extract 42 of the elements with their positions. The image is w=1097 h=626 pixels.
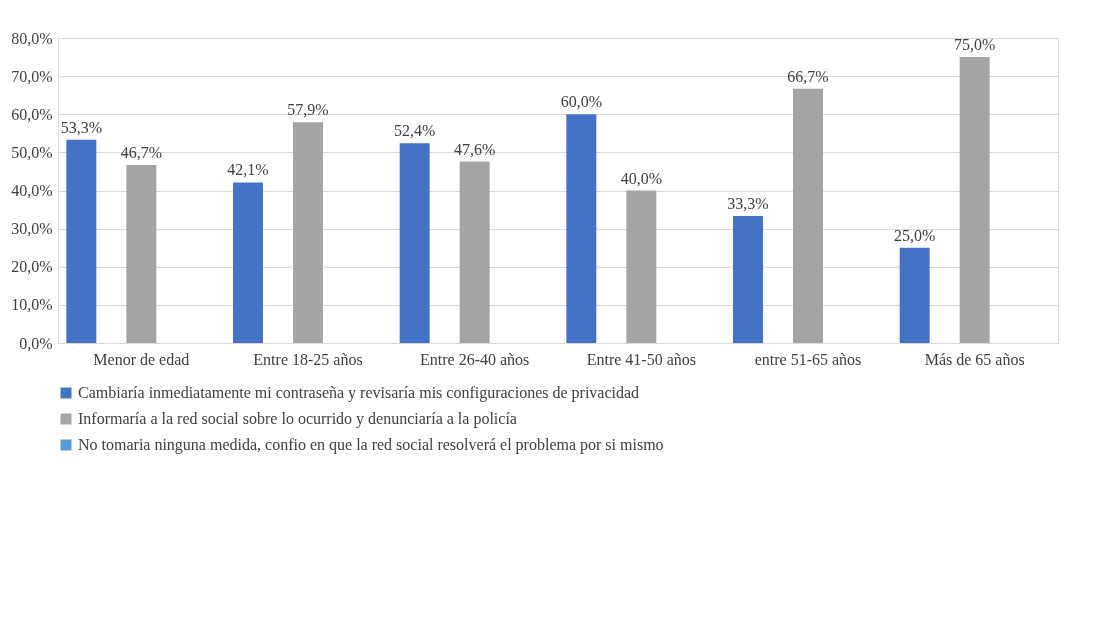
bar bbox=[899, 247, 930, 343]
legend-label: Cambiaría inmediatamente mi contraseña y revisaría mis configuraciones de privacidad bbox=[78, 384, 640, 402]
data-label: 42,1% bbox=[227, 161, 269, 179]
bar bbox=[459, 161, 490, 343]
data-label: 66,7% bbox=[787, 67, 829, 85]
y-tick-label: 70,0% bbox=[11, 67, 53, 85]
x-tick-label: Menor de edad bbox=[93, 350, 190, 368]
bar bbox=[626, 190, 657, 343]
data-label: 60,0% bbox=[560, 93, 602, 111]
legend-label: Informaría a la red social sobre lo ocurrido y denunciaría a la policía bbox=[78, 410, 517, 428]
data-label: 57,9% bbox=[287, 101, 329, 119]
bar bbox=[959, 57, 990, 343]
legend-label: No tomaria ninguna medida, confio en que la red social resolverá el problema por si mismo bbox=[78, 436, 664, 454]
bar bbox=[66, 139, 97, 343]
y-tick-label: 0,0% bbox=[19, 334, 53, 352]
data-label: 33,3% bbox=[727, 195, 769, 213]
bar bbox=[293, 122, 323, 343]
data-label: 40,0% bbox=[620, 169, 662, 187]
x-tick-label: Entre 18-25 años bbox=[253, 350, 363, 368]
y-tick-label: 80,0% bbox=[11, 29, 53, 47]
x-tick-label: Entre 41-50 años bbox=[586, 350, 696, 368]
bar bbox=[793, 88, 823, 343]
x-tick-label: Entre 26-40 años bbox=[420, 350, 530, 368]
y-tick-label: 10,0% bbox=[11, 296, 53, 314]
bar bbox=[233, 182, 263, 343]
data-label: 46,7% bbox=[120, 143, 162, 161]
bar bbox=[566, 114, 597, 343]
bar bbox=[126, 164, 157, 343]
y-tick-label: 50,0% bbox=[11, 143, 53, 161]
data-label: 53,3% bbox=[60, 118, 102, 136]
x-tick-label: Más de 65 años bbox=[924, 350, 1025, 368]
data-label: 75,0% bbox=[954, 36, 996, 54]
bar bbox=[399, 143, 430, 343]
data-label: 25,0% bbox=[894, 226, 936, 244]
data-label: 52,4% bbox=[394, 122, 436, 140]
y-tick-label: 60,0% bbox=[11, 105, 53, 123]
y-tick-label: 40,0% bbox=[11, 182, 53, 199]
y-tick-label: 30,0% bbox=[11, 220, 53, 238]
x-tick-label: entre 51-65 años bbox=[754, 350, 862, 368]
data-label: 47,6% bbox=[454, 140, 496, 158]
y-tick-label: 20,0% bbox=[11, 258, 53, 276]
bar bbox=[733, 216, 763, 343]
